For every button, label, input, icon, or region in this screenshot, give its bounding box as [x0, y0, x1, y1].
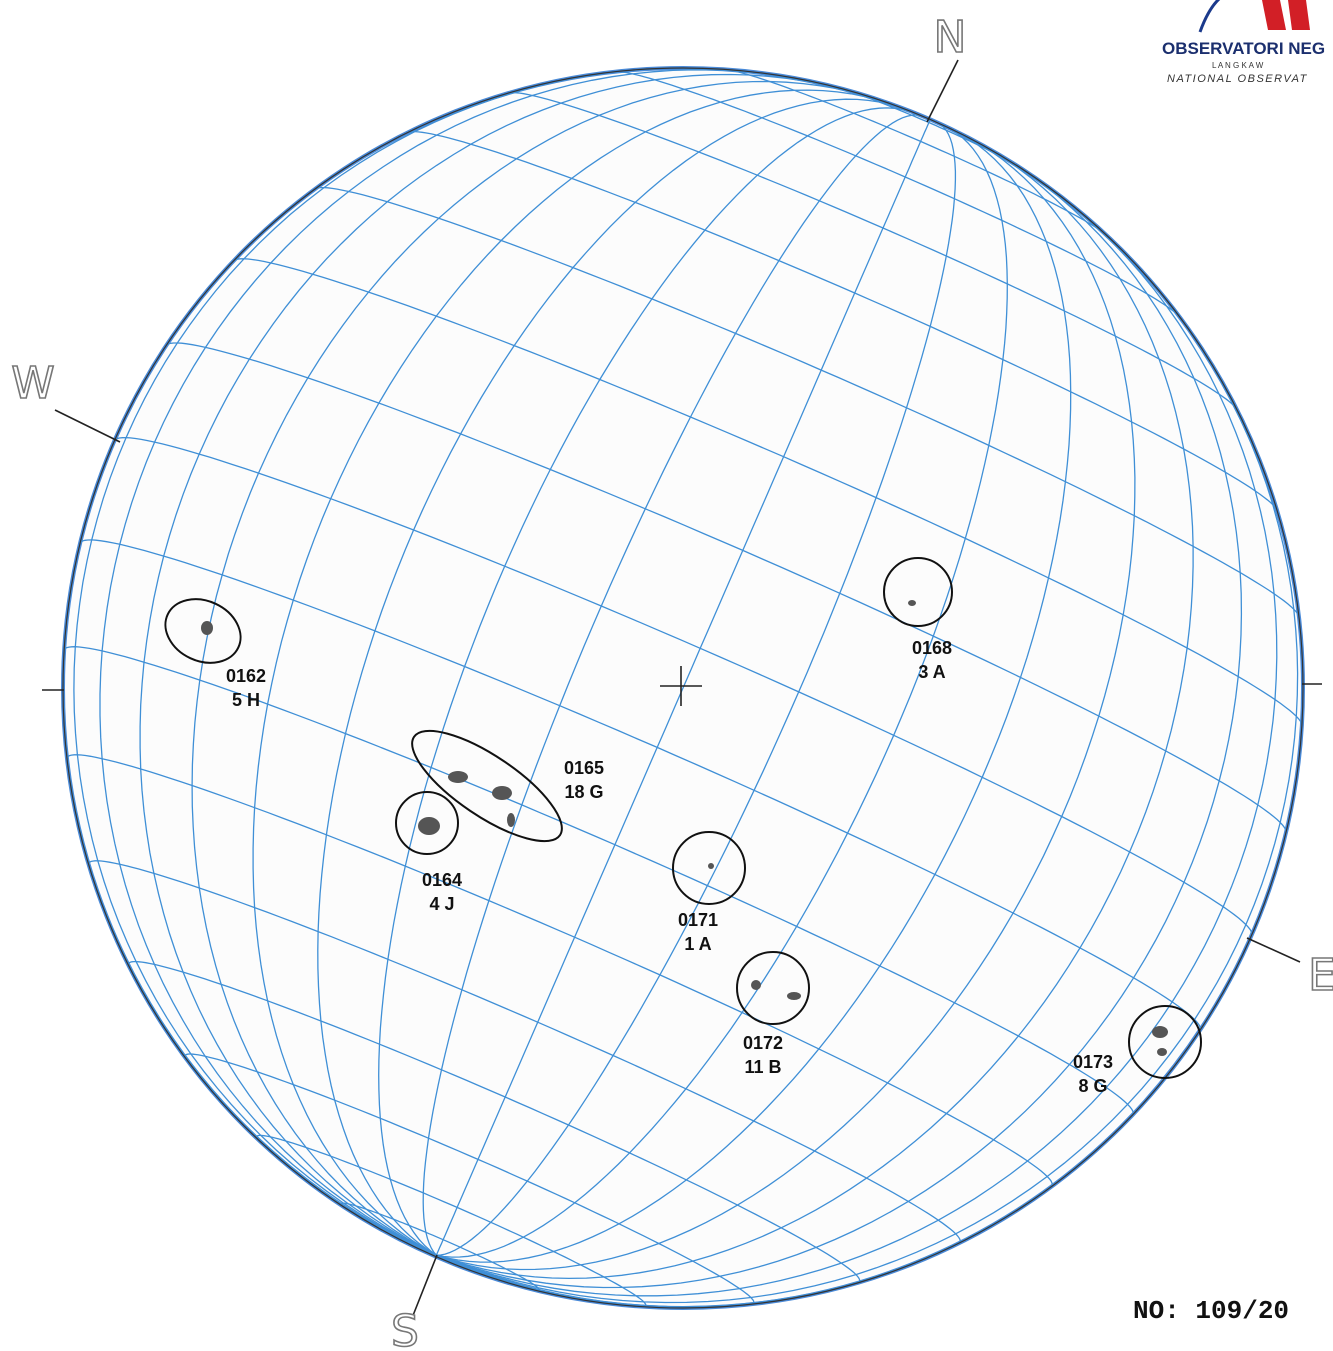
- spot: [507, 813, 515, 827]
- grid-line: [233, 258, 1303, 726]
- group-outlines: [164, 557, 1202, 1079]
- west-tick: [54, 409, 121, 443]
- group-id: 0162: [226, 666, 266, 686]
- group-outline: [736, 951, 810, 1025]
- group-id: 0165: [564, 758, 604, 778]
- group-outline: [883, 557, 953, 627]
- group-id: 0164: [422, 870, 462, 890]
- grid-line: [184, 1053, 755, 1305]
- group-class: 8 G: [1078, 1076, 1107, 1096]
- axes: [42, 59, 1322, 1319]
- grid-line: [79, 539, 1202, 1031]
- logo-subtitle: NATIONAL OBSERVAT: [1167, 73, 1308, 85]
- spot: [418, 817, 440, 835]
- group-id: 0173: [1073, 1052, 1113, 1072]
- grid-line: [88, 860, 961, 1244]
- grid-line: [436, 132, 1072, 1263]
- spot: [708, 863, 714, 869]
- logo: OBSERVATORI NEG L A N G K A W NATIONAL O…: [1162, 0, 1325, 85]
- group-class: 11 B: [744, 1057, 781, 1077]
- spot: [448, 771, 468, 783]
- spot: [201, 621, 213, 635]
- logo-place: L A N G K A W: [1212, 61, 1264, 70]
- grid-line: [256, 1134, 647, 1308]
- limb: [62, 67, 1304, 1309]
- group-labels: 0162 5 H 0168 3 A 0165 18 G 0164 4 J 0171 1 A 0172…: [226, 638, 1113, 1096]
- heliographic-grid: [62, 67, 1303, 1308]
- group-class: 5 H: [232, 690, 260, 710]
- grid-line: [436, 148, 1194, 1280]
- grid-line: [252, 89, 892, 1256]
- grid-line: [191, 80, 869, 1256]
- group-id: 0168: [912, 638, 952, 658]
- group-class: 4 J: [429, 894, 454, 914]
- compass-east: E: [1308, 950, 1333, 1001]
- group-outline: [411, 729, 563, 843]
- grid-line: [340, 1202, 540, 1291]
- grid-line: [127, 960, 861, 1284]
- group-outline: [1128, 1005, 1202, 1079]
- grid-line: [436, 123, 957, 1256]
- grid-line: [422, 114, 920, 1256]
- compass-north: N: [934, 12, 967, 63]
- grid-line: [407, 130, 1278, 511]
- group-outline: [672, 831, 746, 905]
- grid-line: [436, 250, 1299, 1304]
- logo-name: OBSERVATORI NEG: [1162, 39, 1325, 58]
- grid-line: [73, 67, 704, 1256]
- group-class: 3 A: [918, 662, 945, 682]
- report-number: NO: 109/20: [1133, 1296, 1289, 1326]
- group-id: 0171: [678, 910, 718, 930]
- spot: [1152, 1026, 1168, 1038]
- group-outline: [395, 791, 459, 855]
- group-id: 0172: [743, 1033, 783, 1053]
- group-class: 1 A: [684, 934, 711, 954]
- grid-line: [616, 70, 1180, 317]
- grid-line: [436, 152, 1243, 1289]
- grid-line: [378, 107, 910, 1256]
- group-outline: [164, 598, 242, 664]
- logo-mark: [1262, 0, 1310, 30]
- grid-line: [113, 436, 1253, 936]
- grid-line: [509, 91, 1238, 410]
- spot: [787, 992, 801, 1000]
- spot: [1157, 1048, 1167, 1056]
- grid-line: [725, 68, 1107, 236]
- grid-line: [836, 86, 1018, 167]
- grid-line: [63, 646, 1134, 1115]
- grid-line: [316, 186, 1300, 616]
- spot: [751, 980, 761, 990]
- compass-west: W: [11, 358, 55, 409]
- logo-arc: [1198, 0, 1221, 33]
- spot: [908, 600, 916, 606]
- group-class: 18 G: [564, 782, 603, 802]
- south-tick: [411, 1254, 438, 1319]
- grid-line: [139, 73, 861, 1256]
- grid-line: [66, 754, 1053, 1188]
- grid-line: [435, 119, 931, 1256]
- sunspots: [201, 600, 1168, 1056]
- compass-south: S: [391, 1306, 419, 1351]
- north-tick: [926, 59, 959, 123]
- east-tick: [1246, 937, 1301, 963]
- grid-line: [317, 98, 901, 1256]
- spot: [492, 786, 512, 800]
- grid-line: [436, 128, 1008, 1258]
- grid-line: [436, 136, 1136, 1271]
- grid-line: [166, 342, 1287, 832]
